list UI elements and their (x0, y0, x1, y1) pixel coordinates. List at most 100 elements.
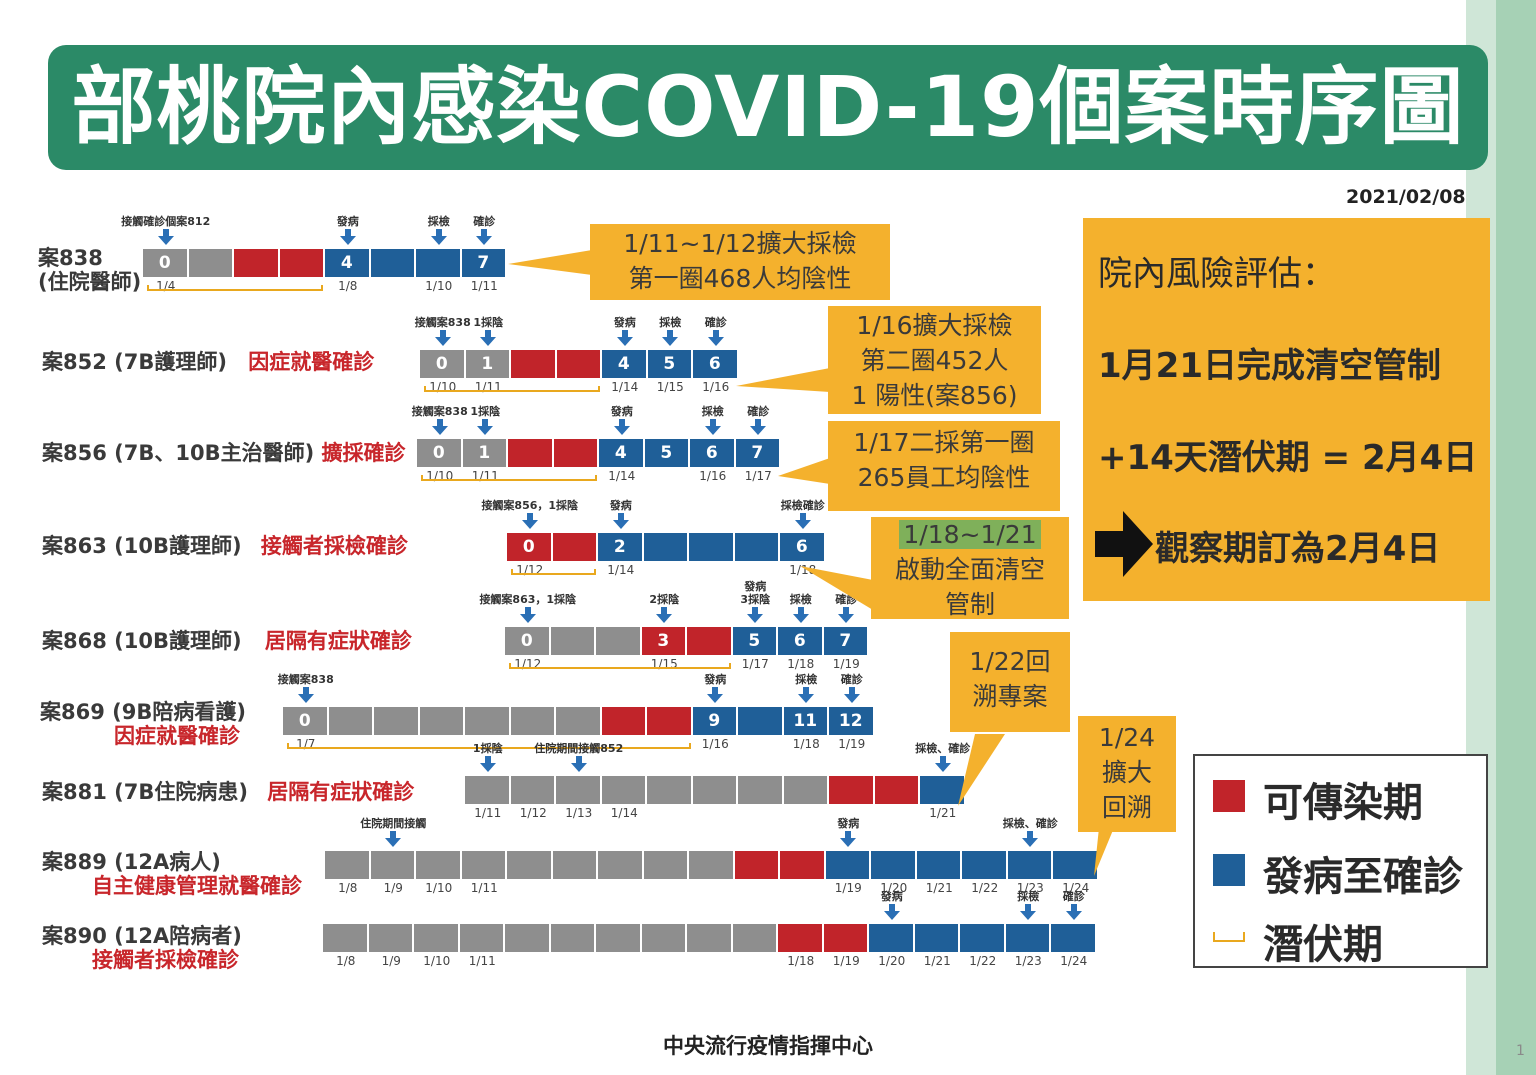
date-label: 1/16 (699, 469, 727, 483)
event-annotation: 確診 (473, 215, 496, 228)
case-label-868: 案868 (10B護理師) 居隔有症狀確診 (42, 629, 412, 653)
callout-expanded-retrospective: 1/24 擴大 回溯 (1078, 716, 1176, 832)
callout-pointer (508, 250, 592, 275)
timeline-cell: 1 (465, 350, 511, 378)
case-label-869: 案869 (9B陪病看護) 因症就醫確診 (40, 700, 246, 748)
timeline-cell (647, 707, 693, 735)
down-arrow-icon (477, 419, 494, 435)
risk-observation-period: 觀察期訂為2月4日 (1155, 529, 1441, 569)
callout-line: 溯專案 (972, 682, 1048, 711)
callout-line: 1/22回 (969, 647, 1051, 676)
callout-pointer (800, 566, 873, 610)
timeline-cell (416, 851, 462, 879)
down-arrow-icon (792, 607, 809, 623)
date-label: 1/22 (969, 954, 997, 968)
down-arrow-icon (521, 513, 538, 529)
down-arrow-icon (656, 607, 673, 623)
case-label-890: 案890 (12A陪病者) 接觸者採檢確診 (42, 924, 242, 972)
callout-line: 擴大 (1101, 758, 1152, 787)
event-annotation: 接觸案863，1採陰 (479, 593, 577, 606)
date-label: 1/21 (929, 806, 957, 820)
timeline-cell: 0 (143, 249, 189, 277)
callout-line: 回溯 (1101, 793, 1152, 822)
down-arrow-icon (297, 687, 314, 703)
case-id: 案868 (10B護理師) (42, 629, 242, 653)
date-label: 1/13 (565, 806, 593, 820)
date-label: 1/17 (744, 469, 772, 483)
callout-second-circle: 1/16擴大採檢 第二圈452人 1 陽性(案856) (828, 306, 1041, 414)
date-label: 1/19 (834, 881, 862, 895)
event-annotation: 2採陰 (649, 593, 680, 606)
case-id: 案881 (7B住院病患) (42, 780, 248, 804)
event-annotation: 接觸案838 (277, 673, 334, 686)
callout-staff-retest: 1/17二採第一圈 265員工均陰性 (828, 421, 1060, 511)
timeline-cell (419, 707, 465, 735)
event-annotation: 1採陰 (470, 405, 501, 418)
timeline-cell (960, 924, 1006, 952)
legend-label: 潛伏期 (1263, 922, 1383, 968)
event-annotation: 採檢 (1017, 890, 1040, 903)
timeline-cell: 6 (693, 350, 739, 378)
callout-pointer (958, 734, 1005, 806)
down-arrow-icon (385, 831, 402, 847)
event-annotation: 發病 (336, 215, 359, 228)
down-arrow-icon (750, 419, 767, 435)
callout-line: 管制 (944, 590, 995, 619)
timeline-cell (510, 776, 556, 804)
down-arrow-icon (339, 229, 356, 245)
timeline-cell (689, 533, 735, 561)
down-arrow-icon (613, 419, 630, 435)
timeline-cell (874, 776, 920, 804)
timeline-cell (641, 924, 687, 952)
title-banner: 部桃院內感染COVID-19個案時序圖 (48, 45, 1488, 170)
timeline-cell (328, 707, 374, 735)
incubation-bracket (424, 386, 600, 392)
timeline-cell: 1 (462, 439, 508, 467)
event-annotation: 接觸案838 (414, 316, 471, 329)
down-arrow-icon (707, 330, 724, 346)
date-label: 1/16 (701, 737, 729, 751)
down-arrow-icon (662, 330, 679, 346)
incubation-bracket (421, 475, 597, 481)
timeline-cell (914, 924, 960, 952)
timeline-cell: 5 (732, 627, 778, 655)
case-id: 案869 (9B陪病看護) (40, 700, 246, 724)
event-annotation: 發病 (613, 316, 636, 329)
legend-swatch (1213, 932, 1245, 942)
event-annotation: 發病 (837, 817, 860, 830)
timeline-cell: 7 (823, 627, 869, 655)
date-label: 1/8 (336, 954, 356, 968)
date-label: 1/8 (338, 881, 358, 895)
event-annotation: 接觸案838 (411, 405, 468, 418)
callout-line-highlight: 1/18~1/21 (871, 517, 1069, 552)
legend: 可傳染期 發病至確診 潛伏期 (1193, 754, 1488, 968)
timeline-cell (461, 851, 507, 879)
date-label: 1/15 (656, 380, 684, 394)
down-arrow-icon (747, 607, 764, 623)
date-label: 1/23 (1014, 954, 1042, 968)
date-label: 1/14 (611, 380, 639, 394)
event-annotation: 3採陰 (740, 593, 771, 606)
down-arrow-icon (838, 607, 855, 623)
timeline-cell (825, 851, 871, 879)
timeline-cell (553, 439, 599, 467)
callout-full-clearance: 1/18~1/21 啟動全面清空 管制 (871, 517, 1069, 619)
date-label: 1/22 (971, 881, 999, 895)
case-label-881: 案881 (7B住院病患) 居隔有症狀確診 (42, 780, 414, 804)
date-label: 1/11 (470, 279, 498, 293)
timeline-cell (279, 249, 325, 277)
timeline-cell: 2 (598, 533, 644, 561)
down-arrow-icon (480, 330, 497, 346)
down-arrow-icon (479, 756, 496, 772)
date-label: 1/8 (338, 279, 358, 293)
callout-line: 1/16擴大採檢 (856, 311, 1013, 340)
callout-pointer (1094, 818, 1118, 876)
timeline-cell (734, 851, 780, 879)
event-annotation: 採檢、確診 (915, 742, 971, 755)
callout-line: 1 陽性(案856) (851, 381, 1018, 410)
case-id: 案863 (10B護理師) (42, 534, 242, 558)
down-arrow-icon (704, 419, 721, 435)
decorative-stripe (1496, 0, 1536, 1075)
incubation-bracket (287, 743, 691, 749)
